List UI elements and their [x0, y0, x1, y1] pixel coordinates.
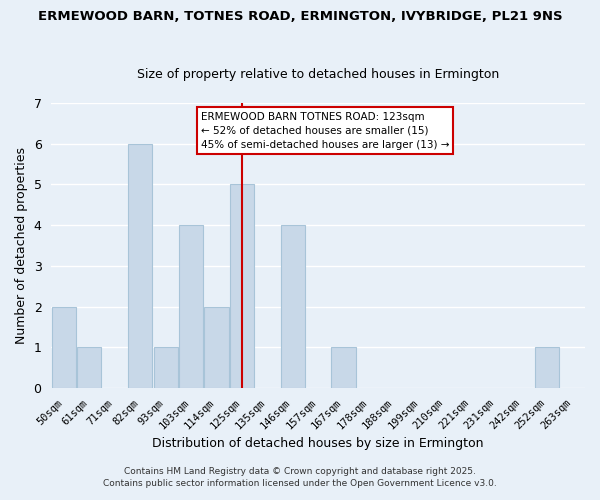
Bar — [281, 225, 305, 388]
Text: Contains HM Land Registry data © Crown copyright and database right 2025.
Contai: Contains HM Land Registry data © Crown c… — [103, 466, 497, 487]
Bar — [52, 306, 76, 388]
Bar — [128, 144, 152, 388]
Bar — [77, 348, 101, 388]
X-axis label: Distribution of detached houses by size in Ermington: Distribution of detached houses by size … — [152, 437, 484, 450]
Bar — [331, 348, 356, 388]
Bar — [154, 348, 178, 388]
Bar — [179, 225, 203, 388]
Title: Size of property relative to detached houses in Ermington: Size of property relative to detached ho… — [137, 68, 499, 81]
Text: ERMEWOOD BARN, TOTNES ROAD, ERMINGTON, IVYBRIDGE, PL21 9NS: ERMEWOOD BARN, TOTNES ROAD, ERMINGTON, I… — [38, 10, 562, 23]
Bar — [205, 306, 229, 388]
Bar — [535, 348, 559, 388]
Text: ERMEWOOD BARN TOTNES ROAD: 123sqm
← 52% of detached houses are smaller (15)
45% : ERMEWOOD BARN TOTNES ROAD: 123sqm ← 52% … — [201, 112, 449, 150]
Y-axis label: Number of detached properties: Number of detached properties — [15, 147, 28, 344]
Bar — [230, 184, 254, 388]
